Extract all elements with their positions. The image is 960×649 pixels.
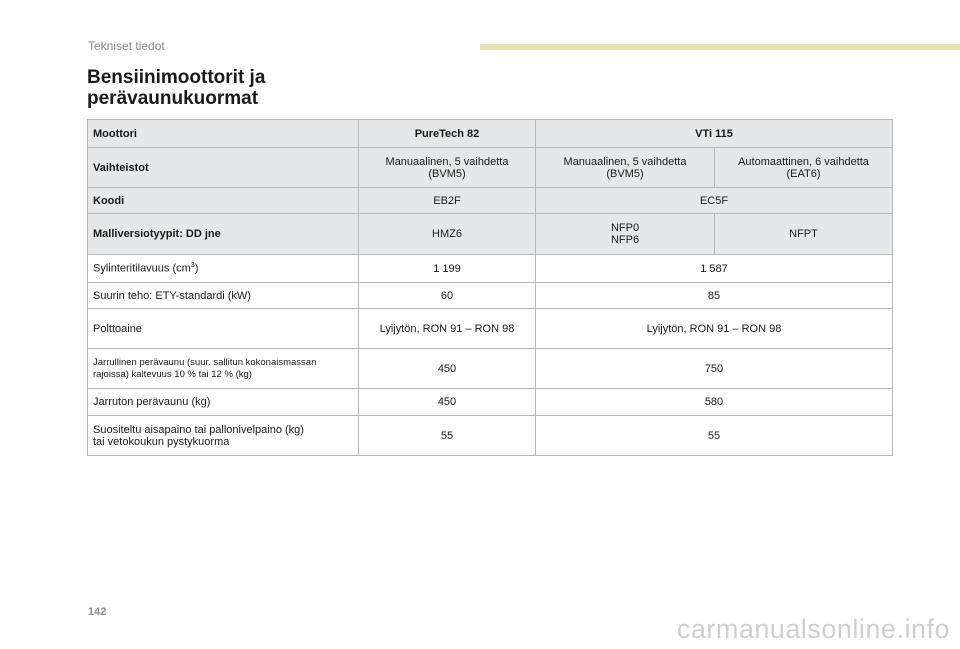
table-cell: EB2F [358, 187, 536, 214]
table-row-displacement: Sylinteritilavuus (cm3) 1 199 1 587 [87, 254, 893, 283]
table-cell: NFPT [714, 213, 893, 255]
table-cell: Lyijytön, RON 91 – RON 98 [535, 308, 893, 349]
cell-line: NFP0 [610, 222, 640, 234]
table-cell: Manuaalinen, 5 vaihdetta (BVM5) [535, 147, 715, 188]
table-row-power: Suurin teho: ETY-standardi (kW) 60 85 [87, 282, 893, 309]
label-line: rajoissa) kaltevuus 10 % tai 12 % (kg) [93, 368, 252, 380]
label-line: tai vetokoukun pystykuorma [93, 435, 230, 448]
label-line: Jarrullinen perävaunu (suur. sallitun ko… [93, 356, 317, 368]
row-label: Polttoaine [87, 308, 359, 349]
table-cell: 450 [358, 388, 536, 416]
row-label: Moottori [87, 119, 359, 148]
accent-bar [480, 44, 960, 50]
table-cell: 85 [535, 282, 893, 309]
row-label: Vaihteistot [87, 147, 359, 188]
table-cell: 55 [535, 415, 893, 456]
table-cell: NFP0 NFP6 [535, 213, 715, 255]
row-label: Sylinteritilavuus (cm3) [87, 254, 359, 283]
label-text: Sylinteritilavuus (cm [93, 262, 191, 275]
cell-line: Manuaalinen, 5 vaihdetta [385, 155, 509, 168]
table-cell: Lyijytön, RON 91 – RON 98 [358, 308, 536, 349]
row-label: Jarruton perävaunu (kg) [87, 388, 359, 416]
cell-line: (BVM5) [428, 167, 466, 180]
cell-line: Manuaalinen, 5 vaihdetta [563, 155, 687, 168]
table-row-nose-weight: Suositeltu aisapaino tai pallonivelpaino… [87, 415, 893, 456]
row-label: Malliversiotyypit: DD jne [87, 213, 359, 255]
cell-line: Automaattinen, 6 vaihdetta [738, 155, 869, 168]
page-title-line-2: perävaunukuormat [87, 88, 259, 109]
table-cell: 450 [358, 348, 536, 389]
row-label: Suositeltu aisapaino tai pallonivelpaino… [87, 415, 359, 456]
row-label: Koodi [87, 187, 359, 214]
table-cell: VTi 115 [535, 119, 893, 148]
label-line: Suositeltu aisapaino tai pallonivelpaino… [93, 423, 304, 436]
cell-line: (EAT6) [786, 167, 821, 180]
page-number: 142 [88, 606, 107, 618]
table-row-code: Koodi EB2F EC5F [87, 187, 893, 214]
table-cell: EC5F [535, 187, 893, 214]
table-row-gearbox: Vaihteistot Manuaalinen, 5 vaihdetta (BV… [87, 147, 893, 188]
table-cell: 55 [358, 415, 536, 456]
page-title-line-1: Bensiinimoottorit ja [87, 67, 266, 88]
table-cell: HMZ6 [358, 213, 536, 255]
table-row-fuel: Polttoaine Lyijytön, RON 91 – RON 98 Lyi… [87, 308, 893, 349]
page-title: Bensiinimoottorit ja perävaunukuormat [87, 67, 265, 109]
table-cell: 1 199 [358, 254, 536, 283]
table-cell: Automaattinen, 6 vaihdetta (EAT6) [714, 147, 893, 188]
label-superscript: 3 [190, 262, 195, 270]
watermark: carmanualsonline.info [676, 614, 950, 644]
table-row-models: Malliversiotyypit: DD jne HMZ6 NFP0 NFP6… [87, 213, 893, 255]
table-row-engine: Moottori PureTech 82 VTi 115 [87, 119, 893, 148]
table-cell: 580 [535, 388, 893, 416]
table-cell: Manuaalinen, 5 vaihdetta (BVM5) [358, 147, 536, 188]
row-label: Jarrullinen perävaunu (suur. sallitun ko… [87, 348, 359, 389]
table-row-unbraked-trailer: Jarruton perävaunu (kg) 450 580 [87, 388, 893, 416]
section-label: Tekniset tiedot [88, 39, 165, 53]
table-cell: 750 [535, 348, 893, 389]
cell-line: NFP6 [610, 234, 640, 246]
spec-table: Moottori PureTech 82 VTi 115 Vaihteistot… [87, 119, 893, 456]
table-cell: 1 587 [535, 254, 893, 283]
row-label: Suurin teho: ETY-standardi (kW) [87, 282, 359, 309]
cell-line: (BVM5) [606, 167, 644, 180]
label-text: ) [194, 262, 199, 275]
table-cell: 60 [358, 282, 536, 309]
table-row-braked-trailer: Jarrullinen perävaunu (suur. sallitun ko… [87, 348, 893, 389]
table-cell: PureTech 82 [358, 119, 536, 148]
